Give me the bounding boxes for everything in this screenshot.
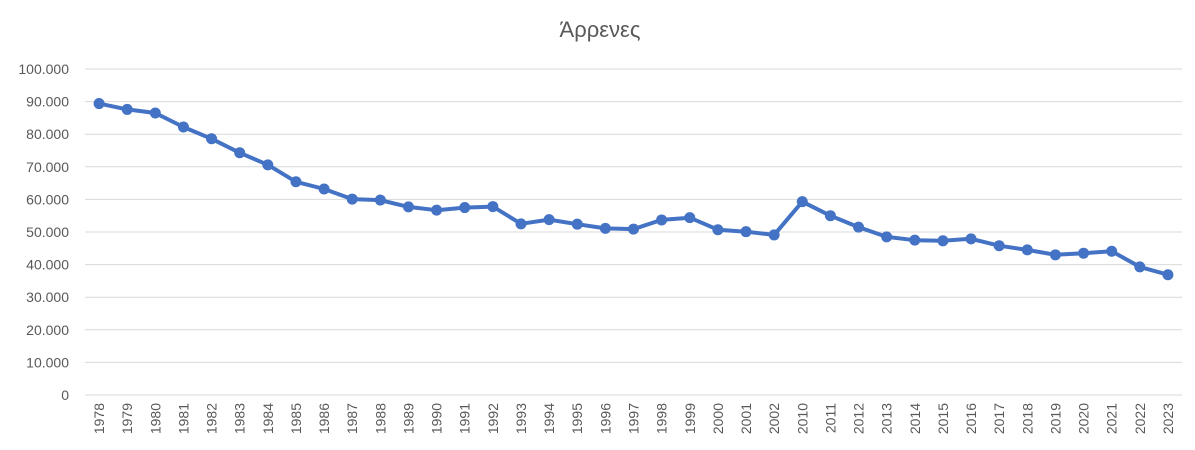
x-tick-label: 1987 — [344, 403, 360, 434]
data-point — [318, 183, 330, 195]
data-point — [487, 201, 499, 213]
x-axis-ticks: 1978 1979 1980 1981 1982 1983 1984 1985 1986 1987… — [91, 403, 1176, 434]
x-tick-label: 2015 — [935, 403, 951, 434]
data-point — [459, 202, 471, 214]
data-point — [965, 233, 977, 245]
x-tick-label: 2002 — [766, 403, 782, 434]
x-tick-label: 2013 — [879, 403, 895, 434]
y-tick-label: 60.000 — [26, 191, 69, 207]
data-point — [628, 223, 639, 235]
y-tick-label: 50.000 — [26, 224, 69, 240]
x-tick-label: 1994 — [541, 403, 557, 434]
data-point — [1162, 269, 1174, 281]
x-tick-label: 1999 — [682, 403, 698, 434]
y-tick-label: 30.000 — [26, 289, 69, 305]
x-tick-label: 1990 — [429, 403, 445, 434]
x-tick-label: 1989 — [400, 403, 416, 434]
x-tick-label: 2021 — [1104, 403, 1120, 434]
data-point — [853, 221, 865, 233]
data-point — [1134, 261, 1146, 273]
data-point — [515, 218, 527, 230]
data-point — [402, 201, 414, 213]
x-tick-label: 1985 — [288, 403, 304, 434]
y-tick-label: 80.000 — [26, 126, 69, 142]
data-point — [149, 107, 161, 119]
y-axis-ticks: 0 10.000 20.000 30.000 40.000 50.000 60.000 70.… — [18, 61, 69, 403]
x-tick-label: 1986 — [316, 403, 332, 434]
data-point — [937, 235, 949, 247]
x-tick-label: 1993 — [513, 403, 529, 434]
x-tick-label: 1980 — [147, 403, 163, 434]
data-point — [262, 159, 274, 171]
x-tick-label: 2018 — [1019, 403, 1035, 434]
data-point — [1021, 244, 1033, 256]
data-point — [1106, 245, 1118, 257]
x-tick-label: 1995 — [569, 403, 585, 434]
data-point — [599, 222, 611, 234]
x-tick-label: 2010 — [794, 403, 810, 434]
y-tick-label: 0 — [61, 387, 69, 403]
x-tick-label: 1982 — [204, 403, 220, 434]
x-tick-label: 2023 — [1160, 403, 1176, 434]
x-tick-label: 1979 — [119, 403, 135, 434]
x-tick-label: 1984 — [260, 403, 276, 434]
data-point — [121, 103, 133, 115]
y-tick-label: 100.000 — [18, 61, 69, 77]
x-tick-label: 2012 — [851, 403, 867, 434]
data-point — [796, 196, 808, 208]
x-tick-label: 1988 — [372, 403, 388, 434]
data-point — [290, 176, 302, 188]
x-tick-label: 1992 — [485, 403, 501, 434]
x-tick-label: 2017 — [991, 403, 1007, 434]
data-point — [881, 231, 893, 243]
x-tick-label: 2000 — [710, 403, 726, 434]
x-tick-label: 2011 — [822, 403, 838, 433]
x-tick-label: 2016 — [963, 403, 979, 434]
data-point — [543, 214, 555, 226]
data-point — [656, 214, 668, 226]
y-tick-label: 20.000 — [26, 322, 69, 338]
x-tick-label: 2019 — [1047, 403, 1063, 434]
data-point — [177, 121, 189, 133]
data-point — [346, 193, 358, 205]
y-tick-label: 90.000 — [26, 94, 69, 110]
chart-title: Άρρενες — [560, 17, 641, 42]
data-point — [684, 212, 696, 224]
x-tick-label: 1983 — [232, 403, 248, 434]
data-point — [1049, 249, 1061, 261]
data-point — [234, 147, 246, 159]
series-line — [97, 101, 1170, 277]
data-point — [206, 133, 218, 145]
data-point — [993, 240, 1005, 252]
data-point — [740, 226, 752, 238]
x-tick-label: 1978 — [91, 403, 107, 434]
data-point — [1078, 247, 1090, 259]
x-tick-label: 1998 — [654, 403, 670, 434]
y-tick-label: 70.000 — [26, 159, 69, 175]
x-tick-label: 2014 — [907, 403, 923, 434]
data-point — [768, 229, 780, 241]
series-group — [93, 98, 1174, 281]
x-tick-label: 2020 — [1076, 403, 1092, 434]
x-tick-label: 2001 — [738, 403, 754, 434]
x-tick-label: 1991 — [457, 403, 473, 434]
x-tick-label: 2022 — [1132, 403, 1148, 434]
x-tick-label: 1997 — [626, 403, 642, 434]
data-point — [909, 234, 921, 246]
data-point — [824, 210, 836, 222]
data-point — [431, 204, 443, 216]
data-point — [374, 194, 386, 206]
y-tick-label: 40.000 — [26, 257, 69, 273]
data-point — [93, 98, 105, 110]
data-point — [571, 218, 583, 230]
x-tick-label: 1981 — [175, 403, 191, 434]
data-point — [712, 224, 724, 236]
y-tick-label: 10.000 — [26, 354, 69, 370]
x-tick-label: 1996 — [597, 403, 613, 434]
